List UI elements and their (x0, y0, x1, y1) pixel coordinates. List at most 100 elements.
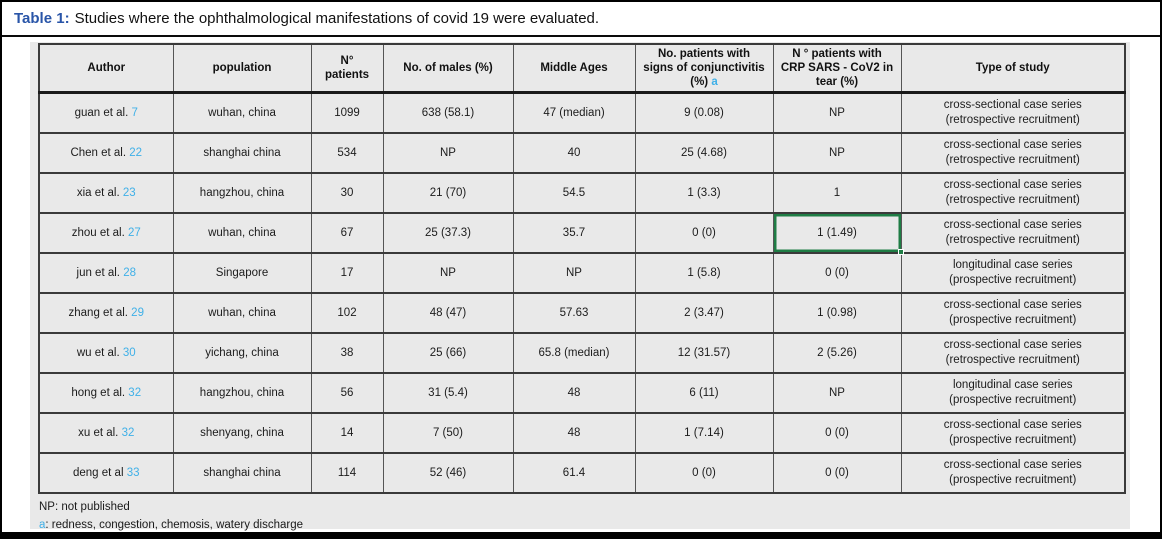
study-type-line1: longitudinal case series (952, 378, 1073, 391)
crp-tear-cell: 2 (5.26) (772, 332, 902, 373)
crp-tear-cell-selected[interactable]: 1 (1.49) (772, 212, 904, 255)
col-header-superscript: a (708, 76, 718, 88)
citation-ref[interactable]: 32 (121, 426, 135, 439)
middle-age-cell: 57.63 (512, 292, 636, 333)
population-cell: wuhan, china (172, 92, 312, 133)
population-cell: shenyang, china (172, 412, 312, 453)
citation-ref[interactable]: 32 (128, 386, 142, 399)
col-header-4: Middle Ages (512, 43, 636, 93)
population-cell: wuhan, china (172, 292, 312, 333)
table-row: Chen et al. 22 shanghai china 534 NP 40 25 (4… (38, 132, 1126, 173)
footnote-np-text: : not published (54, 500, 130, 513)
males-cell: 52 (46) (382, 452, 514, 493)
selection-fill-handle[interactable] (897, 248, 904, 255)
study-type-cell: cross-sectional case series (retrospectiv… (900, 332, 1126, 373)
author-cell: Chen et al. 22 (38, 132, 174, 173)
study-type-cell: cross-sectional case series (prospective … (900, 452, 1126, 493)
conjunctivitis-cell: 12 (31.57) (634, 332, 774, 373)
study-type-line2: (prospective recruitment) (949, 273, 1077, 286)
crp-tear-cell: 0 (0) (772, 452, 902, 493)
study-type-cell: cross-sectional case series (retrospectiv… (900, 212, 1126, 253)
study-type-line2: (prospective recruitment) (949, 433, 1077, 446)
table-body: guan et al. 7 wuhan, china 1099 638 (58.1) 4… (38, 92, 1126, 493)
study-type-line1: cross-sectional case series (943, 178, 1082, 191)
study-type-line1: cross-sectional case series (943, 218, 1082, 231)
study-type-line2: (prospective recruitment) (949, 473, 1077, 486)
table-row: zhou et al. 27 wuhan, china 67 25 (37.3) 35.… (38, 212, 1126, 255)
citation-ref[interactable]: 27 (127, 226, 141, 239)
citation-ref[interactable]: 28 (123, 266, 136, 279)
author-cell: wu et al. 30 (38, 332, 174, 373)
table-row: deng et al 33 shanghai china 114 52 (46) 61.… (38, 452, 1126, 493)
study-type-cell: longitudinal case series (prospective rec… (900, 372, 1126, 413)
study-type-cell: cross-sectional case series (retrospectiv… (900, 172, 1126, 213)
table-caption: Table 1: Studies where the ophthalmologi… (2, 2, 1160, 37)
table-row: zhang et al. 29 wuhan, china 102 48 (47) 57.… (38, 292, 1126, 333)
middle-age-cell: 61.4 (512, 452, 636, 493)
col-header-5: No. patients with signs of conjunctiviti… (634, 43, 774, 93)
table-panel: Author population N° patients No. of males … (30, 42, 1130, 531)
conjunctivitis-cell: 1 (5.8) (634, 252, 774, 293)
conjunctivitis-cell: 6 (11) (634, 372, 774, 413)
conjunctivitis-cell: 0 (0) (634, 452, 774, 493)
middle-age-cell: 48 (512, 412, 636, 453)
population-cell: shanghai china (172, 452, 312, 493)
citation-ref[interactable]: 22 (129, 146, 143, 159)
crp-tear-cell: NP (772, 92, 902, 133)
table-header: Author population N° patients No. of males … (38, 43, 1126, 93)
n-patients-cell: 30 (310, 172, 384, 213)
crp-tear-cell: NP (772, 132, 902, 173)
table-row: xia et al. 23 hangzhou, china 30 21 (70) 54.… (38, 172, 1126, 213)
citation-ref[interactable]: 23 (122, 186, 136, 199)
conjunctivitis-cell: 9 (0.08) (634, 92, 774, 133)
footnote-a-text: : redness, congestion, chemosis, watery … (45, 518, 304, 531)
crp-tear-cell: 1 (0.98) (772, 292, 902, 333)
study-type-line2: (retrospective recruitment) (945, 353, 1080, 366)
middle-age-cell: 35.7 (512, 212, 636, 253)
citation-ref[interactable]: 30 (122, 346, 136, 359)
conjunctivitis-cell: 2 (3.47) (634, 292, 774, 333)
middle-age-cell: NP (512, 252, 636, 293)
footnote-np: NP: not published (39, 498, 1130, 516)
footnote-np-lead: NP (39, 500, 55, 513)
n-patients-cell: 56 (310, 372, 384, 413)
study-type-line2: (prospective recruitment) (949, 393, 1077, 406)
citation-ref[interactable]: 33 (126, 466, 140, 479)
col-header-3: No. of males (%) (382, 43, 514, 93)
col-header-7: Type of study (900, 43, 1126, 93)
population-cell: hangzhou, china (172, 372, 312, 413)
study-type-line2: (retrospective recruitment) (945, 193, 1080, 206)
study-type-line1: cross-sectional case series (943, 298, 1082, 311)
author-cell: xia et al. 23 (38, 172, 174, 213)
study-type-cell: cross-sectional case series (prospective … (900, 412, 1126, 453)
citation-ref[interactable]: 29 (131, 306, 144, 319)
table-row: guan et al. 7 wuhan, china 1099 638 (58.1) 4… (38, 92, 1126, 133)
conjunctivitis-cell: 1 (3.3) (634, 172, 774, 213)
crp-tear-cell: 1 (772, 172, 902, 213)
middle-age-cell: 48 (512, 372, 636, 413)
study-type-line1: cross-sectional case series (943, 98, 1082, 111)
study-type-cell: cross-sectional case series (prospective … (900, 292, 1126, 333)
conjunctivitis-cell: 1 (7.14) (634, 412, 774, 453)
author-cell: xu et al. 32 (38, 412, 174, 453)
author-cell: hong et al. 32 (38, 372, 174, 413)
author-cell: zhou et al. 27 (38, 212, 174, 253)
conjunctivitis-cell: 0 (0) (634, 212, 774, 253)
study-type-cell: cross-sectional case series (retrospectiv… (900, 132, 1126, 173)
author-cell: jun et al. 28 (38, 252, 174, 293)
n-patients-cell: 534 (310, 132, 384, 173)
n-patients-cell: 114 (310, 452, 384, 493)
population-cell: hangzhou, china (172, 172, 312, 213)
study-type-cell: cross-sectional case series (retrospectiv… (900, 92, 1126, 133)
table-caption-label: Table 1: (14, 10, 70, 27)
middle-age-cell: 65.8 (median) (512, 332, 636, 373)
males-cell: NP (382, 252, 514, 293)
n-patients-cell: 102 (310, 292, 384, 333)
males-cell: 638 (58.1) (382, 92, 514, 133)
footnote-a: a: redness, congestion, chemosis, watery… (39, 516, 1130, 533)
citation-ref[interactable]: 7 (131, 106, 138, 119)
study-type-line1: longitudinal case series (952, 258, 1073, 271)
study-type-line2: (retrospective recruitment) (945, 233, 1080, 246)
males-cell: 48 (47) (382, 292, 514, 333)
study-type-line1: cross-sectional case series (943, 458, 1082, 471)
